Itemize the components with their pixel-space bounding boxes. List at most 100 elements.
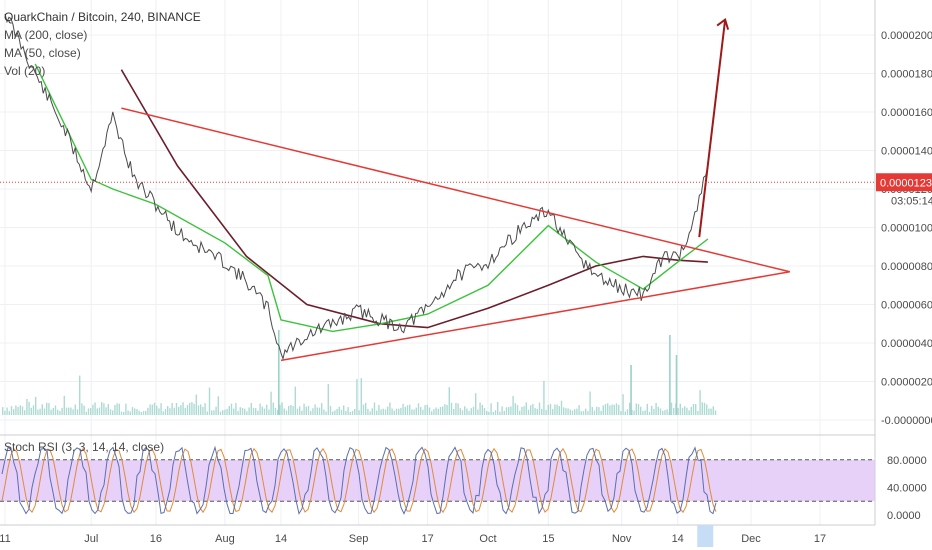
volume-bar (98, 407, 101, 415)
volume-bar (156, 405, 158, 415)
volume-bar (292, 406, 294, 415)
volume-bar (437, 408, 439, 415)
volume-bar (538, 402, 541, 415)
volume-bar (305, 406, 307, 415)
volume-bar (508, 407, 510, 415)
time-axis-label: Oct (479, 533, 496, 545)
volume-bar (695, 404, 697, 415)
chart-legend: QuarkChain / Bitcoin, 240, BINANCE MA (2… (4, 8, 201, 80)
volume-bar (457, 403, 459, 415)
volume-bar (435, 407, 437, 415)
volume-bar (151, 404, 153, 415)
volume-bar (499, 411, 501, 415)
volume-bar (494, 410, 497, 415)
volume-bar (92, 404, 94, 415)
volume-bar (334, 410, 336, 415)
volume-bar (365, 402, 367, 415)
volume-bar (63, 395, 65, 415)
volume-bar (283, 408, 285, 415)
volume-bar (468, 411, 470, 415)
volume-bar (184, 407, 186, 415)
volume-bar (477, 409, 479, 415)
volume-bar (547, 404, 549, 415)
volume-bar (114, 405, 116, 415)
volume-bar (112, 410, 114, 415)
volume-bar (259, 403, 261, 415)
volume-spike (277, 330, 280, 415)
volume-bar (116, 403, 118, 415)
volume-bar (703, 402, 706, 415)
ma50-line (34, 63, 709, 333)
volume-bar (219, 411, 222, 415)
volume-bar (17, 407, 19, 415)
legend-ma50: MA (50, close) (4, 46, 81, 60)
volume-bar (347, 407, 349, 415)
volume-bar (514, 403, 516, 415)
volume-bar (167, 405, 169, 415)
volume-bar (591, 406, 593, 415)
volume-bar (211, 410, 213, 415)
volume-bar (393, 410, 395, 415)
volume-bar (706, 404, 708, 415)
time-axis-label: 14 (672, 533, 684, 545)
volume-bar (642, 411, 644, 415)
volume-bar (321, 403, 323, 415)
volume-bar (343, 405, 345, 415)
volume-bar (367, 408, 369, 415)
volume-bar (87, 408, 90, 415)
volume-bar (384, 409, 387, 415)
volume-bar (519, 410, 521, 415)
volume-bar (356, 379, 358, 415)
volume-bar (281, 402, 283, 415)
volume-bar (593, 410, 596, 415)
volume-bar (373, 402, 376, 415)
volume-bar (257, 410, 259, 415)
volume-bar (213, 410, 215, 415)
volume-bar (541, 408, 543, 415)
volume-bar (602, 405, 604, 415)
volume-bar (94, 402, 96, 415)
stoch-rsi-d-line (1, 447, 717, 514)
price-axis-label: -0.00000000 (881, 415, 932, 427)
volume-bar (587, 411, 589, 415)
time-axis-label: Dec (741, 533, 761, 545)
volume-bar (699, 390, 701, 415)
volume-bar (96, 408, 98, 415)
volume-bar (312, 408, 314, 415)
volume-bar (411, 409, 413, 415)
volume-bar (61, 407, 63, 415)
volume-bar (505, 407, 508, 415)
volume-bar (279, 404, 281, 415)
volume-bar (666, 409, 668, 415)
volume-bar (173, 407, 175, 415)
volume-bar (349, 411, 351, 415)
volume-bar (123, 411, 125, 415)
volume-bar (492, 411, 494, 415)
volume-bar (516, 404, 519, 415)
volume-bar (354, 408, 356, 415)
volume-bar (6, 407, 8, 415)
volume-bar (466, 408, 468, 415)
volume-bar (391, 408, 393, 415)
volume-bar (182, 402, 184, 415)
volume-bar (552, 409, 554, 415)
volume-bar (448, 387, 450, 415)
volume-bar (68, 407, 70, 415)
rsi-axis-label: 0.0000 (887, 510, 921, 522)
volume-bar (125, 403, 127, 415)
volume-bar (560, 400, 563, 415)
volume-bar (274, 407, 277, 415)
volume-bar (189, 402, 191, 415)
volume-bar (470, 408, 472, 415)
volume-bar (72, 409, 74, 415)
volume-bar (215, 406, 217, 415)
volume-bar (50, 409, 52, 415)
volume-bar (558, 406, 560, 415)
volume-bar (453, 408, 455, 415)
volume-bar (428, 407, 431, 415)
volume-bar (228, 406, 230, 415)
volume-bar (692, 403, 695, 415)
